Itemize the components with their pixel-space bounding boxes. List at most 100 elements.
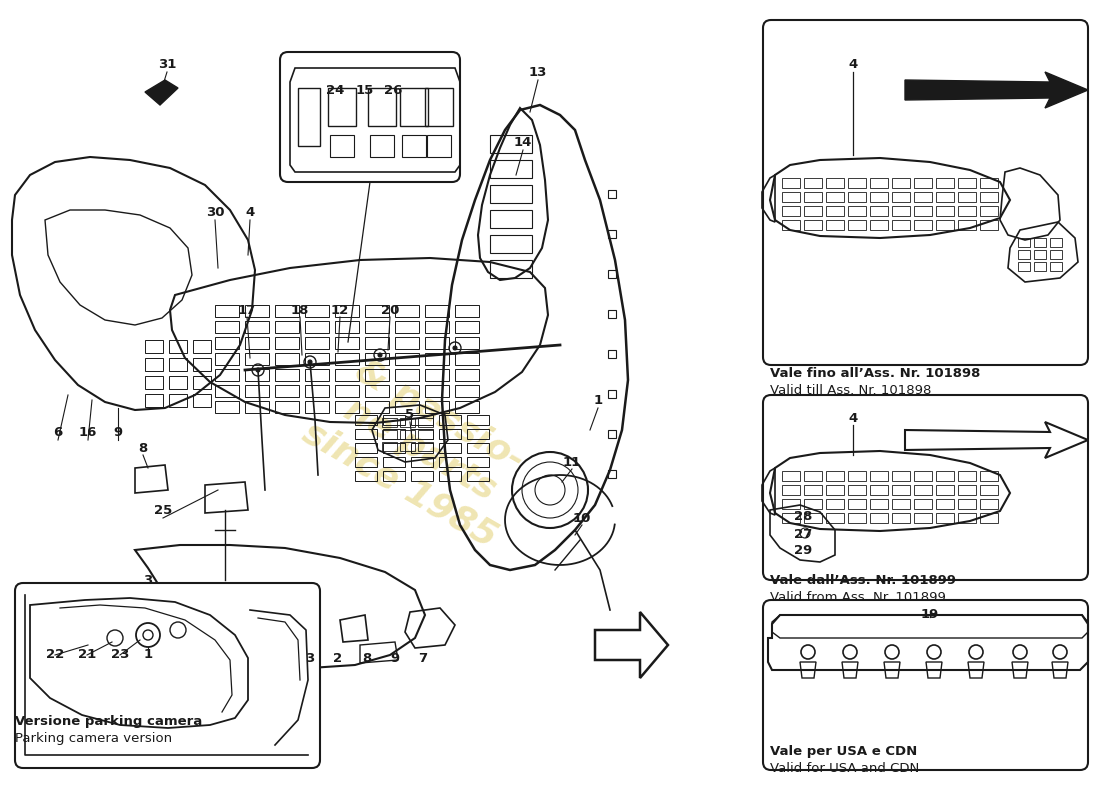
Text: 6: 6 bbox=[54, 426, 63, 438]
Bar bbox=[958, 513, 976, 523]
Bar bbox=[958, 220, 976, 230]
Bar bbox=[826, 513, 844, 523]
Bar bbox=[400, 442, 415, 451]
Bar bbox=[245, 321, 270, 333]
Circle shape bbox=[308, 360, 312, 364]
Bar bbox=[411, 471, 433, 481]
Bar bbox=[275, 321, 299, 333]
Bar bbox=[336, 385, 359, 397]
Bar bbox=[468, 415, 490, 425]
Bar bbox=[468, 457, 490, 467]
Text: Valid from Ass. Nr. 101899: Valid from Ass. Nr. 101899 bbox=[770, 591, 946, 604]
Bar bbox=[400, 430, 415, 439]
Text: 1: 1 bbox=[143, 649, 153, 662]
Text: Valid till Ass. Nr. 101898: Valid till Ass. Nr. 101898 bbox=[770, 384, 932, 397]
Bar bbox=[980, 499, 998, 509]
Text: 29: 29 bbox=[794, 545, 812, 558]
Bar bbox=[439, 471, 461, 481]
FancyBboxPatch shape bbox=[763, 600, 1088, 770]
Bar bbox=[958, 499, 976, 509]
Bar bbox=[936, 220, 954, 230]
Text: 1: 1 bbox=[593, 394, 603, 406]
Bar bbox=[455, 305, 478, 317]
Bar bbox=[804, 499, 822, 509]
Bar bbox=[980, 485, 998, 495]
Bar bbox=[192, 340, 211, 353]
Bar bbox=[395, 369, 419, 381]
Bar bbox=[395, 353, 419, 365]
Text: 5: 5 bbox=[406, 409, 415, 422]
Text: 22: 22 bbox=[46, 649, 64, 662]
Bar bbox=[355, 415, 377, 425]
Bar bbox=[305, 321, 329, 333]
Bar bbox=[418, 430, 433, 439]
Polygon shape bbox=[145, 80, 178, 105]
Bar bbox=[490, 185, 532, 203]
Bar bbox=[608, 470, 616, 478]
Bar bbox=[395, 337, 419, 349]
Bar bbox=[848, 206, 866, 216]
Bar bbox=[980, 513, 998, 523]
Bar bbox=[958, 485, 976, 495]
Text: 18: 18 bbox=[290, 303, 309, 317]
Bar bbox=[804, 513, 822, 523]
Bar bbox=[192, 358, 211, 371]
Bar bbox=[169, 340, 187, 353]
Bar bbox=[826, 220, 844, 230]
Bar bbox=[608, 390, 616, 398]
Bar bbox=[455, 369, 478, 381]
Bar bbox=[425, 369, 449, 381]
Bar bbox=[782, 192, 800, 202]
Bar bbox=[145, 376, 163, 389]
Bar bbox=[782, 471, 800, 481]
Bar bbox=[870, 485, 888, 495]
Bar bbox=[395, 305, 419, 317]
Text: 10: 10 bbox=[573, 511, 591, 525]
Text: 3: 3 bbox=[143, 574, 153, 586]
Bar bbox=[169, 358, 187, 371]
Bar bbox=[365, 369, 389, 381]
Bar bbox=[305, 369, 329, 381]
Bar bbox=[330, 135, 354, 157]
Bar bbox=[275, 385, 299, 397]
Bar bbox=[298, 88, 320, 146]
Bar bbox=[336, 369, 359, 381]
Bar bbox=[365, 337, 389, 349]
Bar bbox=[892, 499, 910, 509]
Bar bbox=[305, 401, 329, 413]
Bar bbox=[892, 485, 910, 495]
Text: 4: 4 bbox=[848, 58, 858, 71]
Bar bbox=[214, 385, 239, 397]
Bar bbox=[1034, 262, 1046, 271]
Text: 17: 17 bbox=[238, 303, 256, 317]
Bar bbox=[411, 429, 433, 439]
Bar bbox=[936, 471, 954, 481]
Bar bbox=[936, 178, 954, 188]
Bar bbox=[892, 471, 910, 481]
Bar bbox=[336, 337, 359, 349]
Bar bbox=[402, 135, 426, 157]
Bar bbox=[395, 385, 419, 397]
Bar bbox=[826, 178, 844, 188]
Bar bbox=[870, 178, 888, 188]
Bar bbox=[914, 471, 932, 481]
Bar bbox=[892, 513, 910, 523]
Bar bbox=[936, 192, 954, 202]
Bar bbox=[782, 178, 800, 188]
Bar bbox=[169, 376, 187, 389]
Bar bbox=[418, 418, 433, 427]
Bar bbox=[169, 394, 187, 407]
Bar bbox=[804, 485, 822, 495]
Bar bbox=[1050, 262, 1062, 271]
Bar bbox=[782, 220, 800, 230]
Text: 20: 20 bbox=[381, 303, 399, 317]
Bar bbox=[608, 270, 616, 278]
Bar bbox=[980, 206, 998, 216]
Bar bbox=[980, 178, 998, 188]
Bar bbox=[468, 471, 490, 481]
Bar bbox=[468, 429, 490, 439]
Bar bbox=[892, 192, 910, 202]
Bar bbox=[1034, 250, 1046, 259]
Bar bbox=[425, 88, 453, 126]
Bar bbox=[400, 418, 415, 427]
